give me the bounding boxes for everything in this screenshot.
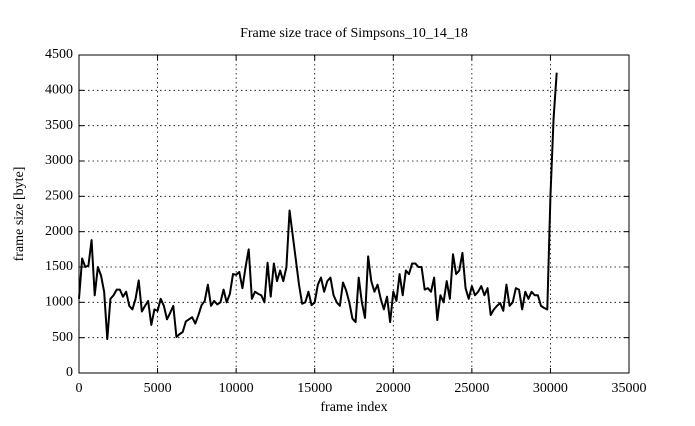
- y-tick-label: 4000: [45, 83, 73, 98]
- x-tick-label: 20000: [376, 381, 411, 396]
- x-tick-label: 10000: [219, 381, 254, 396]
- x-tick-label: 5000: [144, 381, 172, 396]
- y-tick-label: 4500: [45, 47, 73, 62]
- y-tick-label: 3500: [45, 118, 73, 133]
- y-tick-label: 3000: [45, 153, 73, 168]
- x-tick-label: 0: [76, 381, 83, 396]
- x-tick-label: 25000: [454, 381, 489, 396]
- y-tick-label: 1000: [45, 295, 73, 310]
- x-tick-label: 35000: [612, 381, 647, 396]
- x-tick-label: 30000: [533, 381, 568, 396]
- x-tick-label: 15000: [297, 381, 332, 396]
- y-tick-label: 1500: [45, 259, 73, 274]
- y-axis-label: frame size [byte]: [12, 167, 27, 262]
- x-axis-label: frame index: [320, 400, 387, 415]
- chart-title: Frame size trace of Simpsons_10_14_18: [240, 26, 468, 41]
- y-tick-label: 500: [52, 330, 73, 345]
- y-tick-label: 2000: [45, 224, 73, 239]
- y-tick-label: 2500: [45, 189, 73, 204]
- y-tick-label: 0: [66, 365, 73, 380]
- plot-frame: [78, 54, 630, 374]
- data-line: [78, 72, 558, 341]
